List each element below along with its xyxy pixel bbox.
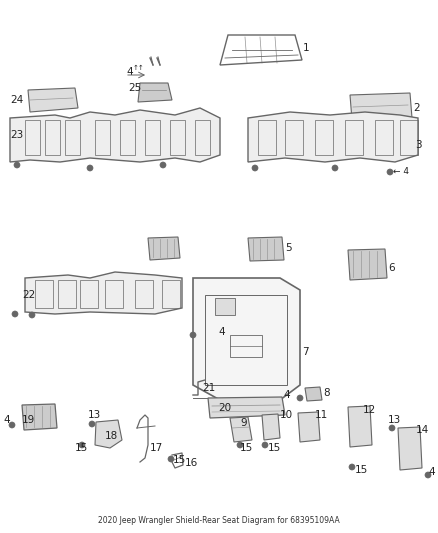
Polygon shape — [348, 406, 372, 447]
Bar — [135, 280, 153, 308]
Polygon shape — [138, 83, 172, 102]
Polygon shape — [25, 272, 182, 314]
Polygon shape — [305, 387, 322, 401]
Bar — [35, 280, 53, 308]
Circle shape — [190, 332, 196, 338]
Polygon shape — [148, 237, 180, 260]
Text: 19: 19 — [22, 415, 35, 425]
Text: 21: 21 — [202, 383, 215, 393]
Text: 4: 4 — [218, 327, 225, 337]
Bar — [58, 280, 76, 308]
Circle shape — [425, 472, 431, 478]
Circle shape — [79, 442, 85, 448]
Circle shape — [14, 162, 20, 168]
Circle shape — [87, 165, 93, 171]
Text: 25: 25 — [128, 83, 141, 93]
Bar — [80, 280, 98, 308]
Text: 15: 15 — [240, 443, 253, 453]
Bar — [145, 120, 160, 155]
Text: 4: 4 — [4, 415, 10, 425]
Circle shape — [29, 312, 35, 318]
Text: 8: 8 — [323, 388, 330, 398]
Polygon shape — [208, 397, 285, 418]
Text: 15: 15 — [355, 465, 368, 475]
Circle shape — [389, 425, 395, 431]
Circle shape — [297, 395, 303, 401]
Text: 2: 2 — [413, 103, 420, 113]
Polygon shape — [398, 427, 422, 470]
Circle shape — [9, 422, 15, 428]
Bar — [45, 120, 60, 155]
Polygon shape — [193, 278, 300, 400]
Text: 4: 4 — [283, 390, 290, 400]
Text: 2020 Jeep Wrangler Shield-Rear Seat Diagram for 68395109AA: 2020 Jeep Wrangler Shield-Rear Seat Diag… — [98, 516, 340, 525]
Text: 11: 11 — [315, 410, 328, 420]
Bar — [230, 335, 262, 357]
Bar — [258, 120, 276, 155]
Bar — [315, 120, 333, 155]
Text: 13: 13 — [88, 410, 101, 420]
Bar — [95, 120, 110, 155]
Polygon shape — [95, 420, 122, 448]
Text: 3: 3 — [415, 140, 422, 150]
Circle shape — [252, 165, 258, 171]
Text: 22: 22 — [22, 290, 35, 300]
Text: 17: 17 — [150, 443, 163, 453]
Text: ← 4: ← 4 — [393, 167, 409, 176]
Polygon shape — [230, 417, 252, 442]
Circle shape — [262, 442, 268, 448]
Polygon shape — [248, 237, 284, 261]
Bar — [375, 120, 393, 155]
Circle shape — [237, 442, 243, 448]
Circle shape — [349, 464, 355, 470]
Text: 18: 18 — [105, 431, 118, 441]
Text: 7: 7 — [302, 347, 309, 357]
Text: 15: 15 — [173, 455, 186, 465]
Polygon shape — [28, 88, 78, 112]
Polygon shape — [262, 414, 280, 440]
Text: 15: 15 — [75, 443, 88, 453]
Text: 1: 1 — [303, 43, 310, 53]
Text: 5: 5 — [285, 243, 292, 253]
Circle shape — [12, 311, 18, 317]
Polygon shape — [298, 412, 320, 442]
Text: 9: 9 — [240, 418, 247, 428]
Circle shape — [332, 165, 338, 171]
Polygon shape — [22, 404, 57, 430]
Bar — [170, 120, 185, 155]
Polygon shape — [10, 108, 220, 162]
Text: 10: 10 — [280, 410, 293, 420]
Bar — [162, 280, 180, 308]
Polygon shape — [248, 112, 418, 162]
Bar — [205, 295, 287, 385]
Text: 16: 16 — [185, 458, 198, 468]
Bar — [65, 120, 80, 155]
Text: 15: 15 — [268, 443, 281, 453]
Text: 4: 4 — [126, 67, 133, 77]
Bar — [285, 120, 303, 155]
Text: 13: 13 — [388, 415, 401, 425]
Bar — [400, 120, 418, 155]
Circle shape — [160, 162, 166, 168]
Text: 23: 23 — [10, 130, 23, 140]
Circle shape — [387, 169, 393, 175]
Bar — [345, 120, 363, 155]
Polygon shape — [215, 298, 235, 315]
Circle shape — [89, 421, 95, 427]
Bar — [120, 120, 135, 155]
Text: 12: 12 — [363, 405, 376, 415]
Text: 4: 4 — [428, 467, 434, 477]
Text: 20: 20 — [218, 403, 231, 413]
Circle shape — [168, 456, 174, 462]
Polygon shape — [348, 249, 387, 280]
Text: 6: 6 — [388, 263, 395, 273]
Bar — [25, 120, 40, 155]
Text: ↑↑: ↑↑ — [133, 65, 145, 71]
Bar — [105, 280, 123, 308]
Polygon shape — [350, 93, 412, 120]
Text: 24: 24 — [10, 95, 23, 105]
Text: 14: 14 — [416, 425, 429, 435]
Bar — [195, 120, 210, 155]
